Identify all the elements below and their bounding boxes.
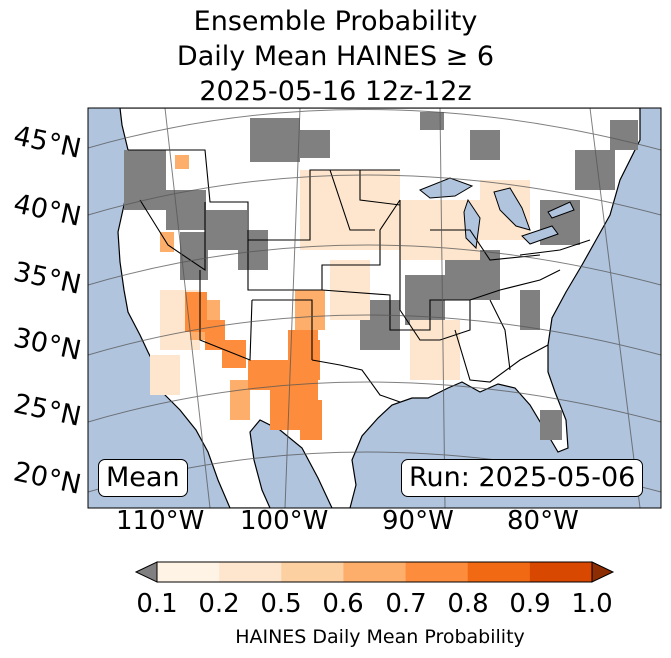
prob-cells-high [185, 292, 322, 440]
lon-label-80: 80°W [507, 506, 579, 536]
colorbar [134, 561, 615, 583]
colorbar-over-arrow [591, 561, 615, 583]
title-line-1: Ensemble Probability [193, 6, 478, 37]
colorbar-cell [157, 562, 220, 582]
colorbar-frame [156, 561, 593, 583]
title-line-2: Daily Mean HAINES ≥ 6 [176, 41, 495, 72]
stat-box-mean: Mean [98, 459, 188, 497]
title-line-3: 2025-05-16 12z-12z [199, 76, 472, 107]
colorbar-tick-5: 0.8 [447, 589, 489, 619]
lon-label-110: 110°W [116, 506, 205, 536]
colorbar-tick-1: 0.2 [198, 589, 240, 619]
run-date-box: Run: 2025-05-06 [401, 459, 644, 497]
prob-cells-low [150, 170, 530, 395]
colorbar-cell [219, 562, 282, 582]
lon-label-90: 90°W [382, 506, 454, 536]
map-frame [87, 107, 662, 509]
colorbar-cell [281, 562, 344, 582]
colorbar-tick-0: 0.1 [136, 589, 178, 619]
great-lakes [419, 177, 575, 250]
colorbar-cell [405, 562, 469, 582]
colorbar-cell [529, 562, 593, 582]
colorbar-tick-6: 0.9 [509, 589, 551, 619]
colorbar-under-arrow [134, 561, 158, 583]
colorbar-tick-7: 1.0 [571, 589, 613, 619]
colorbar-label: HAINES Daily Mean Probability [235, 626, 525, 648]
lon-label-100: 100°W [240, 506, 329, 536]
colorbar-tick-4: 0.7 [385, 589, 427, 619]
state-borders [128, 149, 591, 403]
colorbar-tick-3: 0.6 [322, 589, 364, 619]
colorbar-cell [343, 562, 407, 582]
colorbar-cell [467, 562, 531, 582]
colorbar-tick-2: 0.5 [260, 589, 302, 619]
